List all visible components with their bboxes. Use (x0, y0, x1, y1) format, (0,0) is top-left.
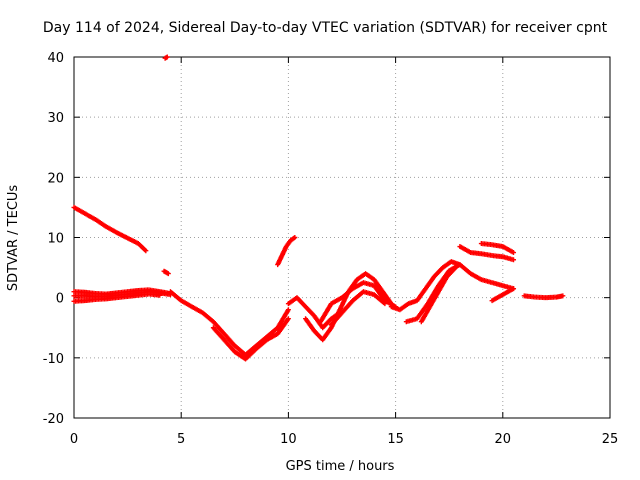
data-point (285, 316, 291, 322)
x-tick-label: 0 (70, 432, 78, 447)
data-point (511, 286, 517, 292)
x-tick-label: 5 (177, 432, 185, 447)
x-tick-label: 25 (602, 432, 619, 447)
y-axis-label: SDTVAR / TECUs (6, 185, 21, 292)
x-tick-label: 10 (280, 432, 297, 447)
y-tick-label: 20 (47, 171, 64, 186)
y-tick-label: -10 (43, 352, 64, 367)
y-tick-label: 0 (56, 292, 64, 307)
y-tick-label: 30 (47, 111, 64, 126)
data-point (511, 257, 517, 263)
x-tick-label: 20 (495, 432, 512, 447)
y-tick-label: 40 (47, 51, 64, 66)
x-tick-label: 15 (387, 432, 404, 447)
data-point (285, 307, 291, 313)
data-point (143, 248, 149, 254)
data-point (560, 293, 566, 299)
data-points (71, 54, 566, 362)
data-point (292, 235, 298, 240)
data-point (165, 271, 171, 277)
data-point (511, 250, 517, 256)
y-tick-label: 10 (47, 232, 64, 247)
data-point (457, 262, 463, 268)
chart-title: Day 114 of 2024, Sidereal Day-to-day VTE… (43, 20, 608, 36)
gridlines (74, 57, 610, 418)
data-point (453, 265, 459, 271)
axis-ticks: 0 5 10 15 20 25 -20 -10 0 10 20 30 40 (43, 51, 619, 447)
data-point (382, 301, 388, 307)
data-point (164, 54, 170, 60)
data-point (157, 292, 163, 298)
x-axis-label: GPS time / hours (286, 459, 395, 474)
y-tick-label: -20 (43, 412, 64, 427)
